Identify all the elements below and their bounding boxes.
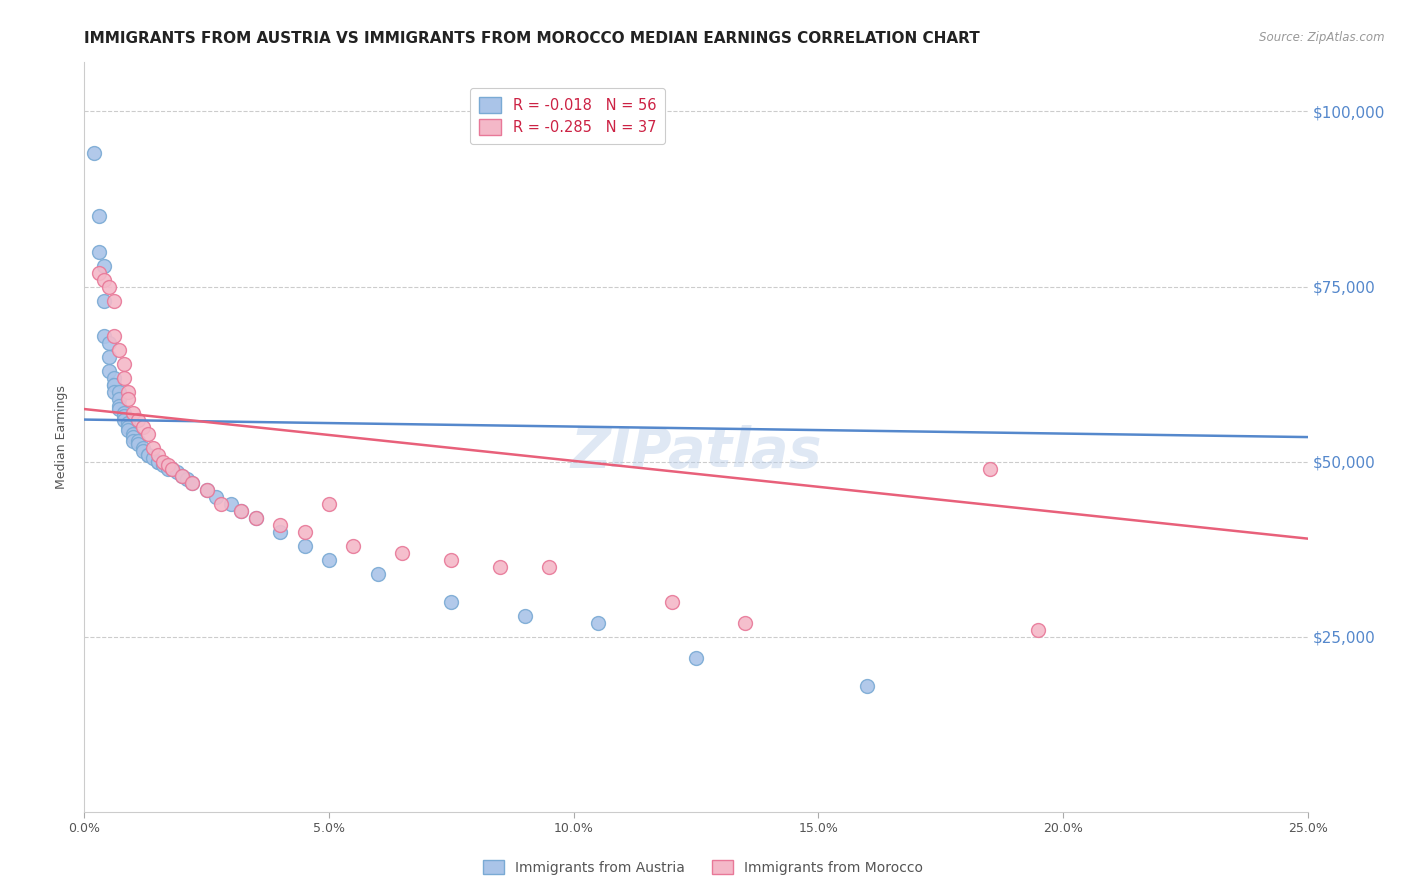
Point [269, 517, 291, 532]
Point [685, 650, 707, 665]
Point [132, 419, 155, 434]
Point [156, 461, 179, 475]
Point [1028, 623, 1050, 637]
Point [103, 328, 125, 343]
Point [195, 483, 218, 497]
Point [117, 384, 139, 399]
Point [103, 384, 125, 399]
Point [156, 458, 179, 472]
Point [318, 497, 340, 511]
Point [513, 608, 536, 623]
Point [538, 559, 561, 574]
Point [162, 461, 184, 475]
Point [229, 503, 252, 517]
Point [172, 468, 194, 483]
Point [440, 552, 463, 566]
Point [166, 465, 188, 479]
Point [93, 328, 115, 343]
Point [209, 497, 232, 511]
Point [856, 679, 879, 693]
Point [87, 266, 110, 280]
Point [181, 475, 204, 490]
Point [132, 444, 155, 458]
Point [142, 451, 165, 466]
Point [87, 244, 110, 259]
Point [146, 448, 169, 462]
Point [117, 419, 139, 434]
Point [122, 434, 145, 448]
Point [152, 454, 174, 468]
Legend: Immigrants from Austria, Immigrants from Morocco: Immigrants from Austria, Immigrants from… [477, 855, 929, 880]
Point [93, 259, 115, 273]
Point [103, 293, 125, 308]
Point [97, 279, 120, 293]
Point [136, 448, 159, 462]
Point [440, 594, 463, 608]
Point [294, 539, 316, 553]
Point [117, 416, 139, 430]
Point [294, 524, 316, 539]
Point [107, 384, 129, 399]
Point [269, 524, 291, 539]
Point [107, 392, 129, 406]
Point [83, 146, 105, 161]
Point [122, 426, 145, 441]
Point [152, 458, 174, 472]
Point [176, 472, 198, 486]
Point [97, 335, 120, 350]
Point [391, 546, 413, 560]
Point [342, 539, 364, 553]
Point [195, 483, 218, 497]
Point [132, 441, 155, 455]
Point [162, 461, 184, 475]
Legend: R = -0.018   N = 56, R = -0.285   N = 37: R = -0.018 N = 56, R = -0.285 N = 37 [470, 88, 665, 144]
Point [734, 615, 756, 630]
Point [117, 392, 139, 406]
Point [219, 497, 242, 511]
Point [97, 363, 120, 377]
Point [127, 434, 149, 448]
Point [103, 377, 125, 392]
Point [146, 454, 169, 468]
Point [112, 412, 135, 426]
Point [142, 441, 165, 455]
Point [245, 510, 267, 524]
Text: IMMIGRANTS FROM AUSTRIA VS IMMIGRANTS FROM MOROCCO MEDIAN EARNINGS CORRELATION C: IMMIGRANTS FROM AUSTRIA VS IMMIGRANTS FR… [84, 31, 980, 46]
Point [367, 566, 389, 581]
Point [661, 594, 683, 608]
Point [97, 350, 120, 364]
Point [181, 475, 204, 490]
Point [107, 402, 129, 417]
Point [112, 409, 135, 423]
Point [586, 615, 609, 630]
Point [107, 399, 129, 413]
Point [205, 490, 228, 504]
Point [112, 370, 135, 384]
Point [112, 357, 135, 371]
Point [122, 430, 145, 444]
Point [318, 552, 340, 566]
Point [136, 426, 159, 441]
Y-axis label: Median Earnings: Median Earnings [55, 385, 69, 489]
Point [127, 437, 149, 451]
Point [136, 448, 159, 462]
Point [87, 210, 110, 224]
Point [103, 370, 125, 384]
Point [122, 406, 145, 420]
Text: Source: ZipAtlas.com: Source: ZipAtlas.com [1260, 31, 1385, 45]
Point [127, 412, 149, 426]
Point [489, 559, 512, 574]
Point [93, 293, 115, 308]
Point [117, 423, 139, 437]
Point [107, 343, 129, 357]
Point [93, 272, 115, 286]
Point [245, 510, 267, 524]
Point [146, 454, 169, 468]
Point [979, 461, 1001, 475]
Point [229, 503, 252, 517]
Text: ZIPatlas: ZIPatlas [571, 425, 821, 479]
Point [172, 468, 194, 483]
Point [112, 406, 135, 420]
Point [103, 377, 125, 392]
